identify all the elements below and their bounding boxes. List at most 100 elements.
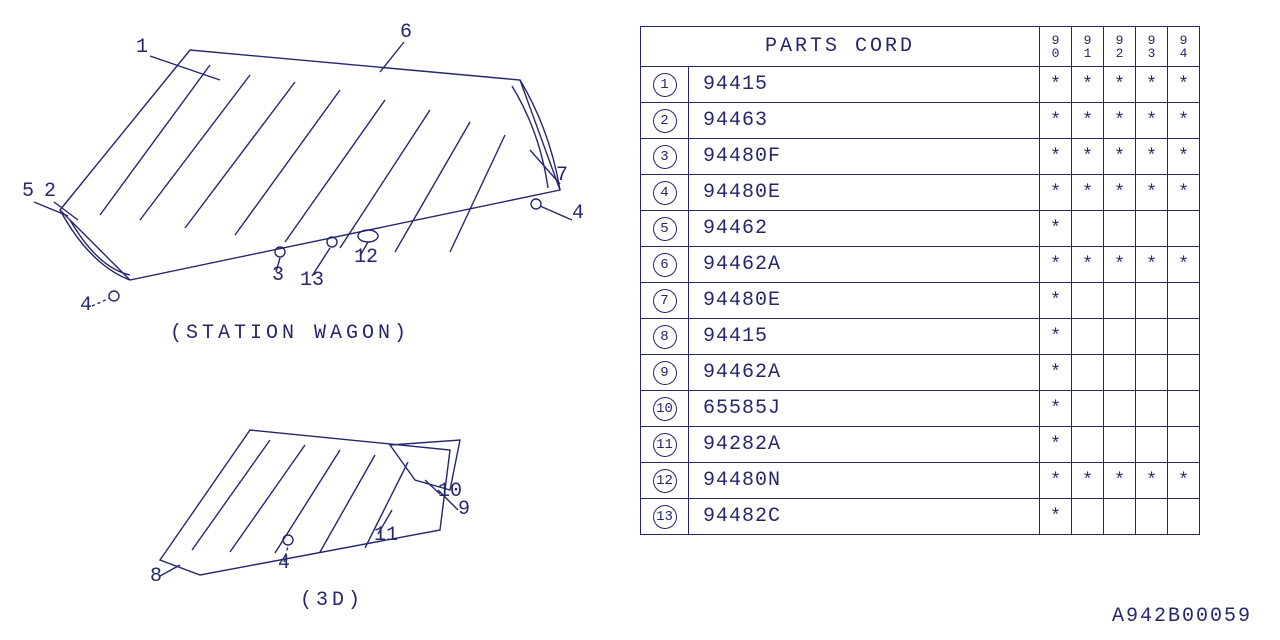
callout-12: 12 xyxy=(354,246,378,269)
row-number-cell: 1 xyxy=(641,67,689,103)
circled-number: 4 xyxy=(653,181,677,205)
year-col-2: 92 xyxy=(1104,27,1136,67)
caption-3d: (3D) xyxy=(300,589,364,610)
applicability-mark xyxy=(1168,319,1200,355)
applicability-mark: * xyxy=(1104,463,1136,499)
applicability-mark xyxy=(1168,499,1200,535)
applicability-mark: * xyxy=(1104,175,1136,211)
circled-number: 7 xyxy=(653,289,677,313)
callout-9: 9 xyxy=(458,498,470,521)
applicability-mark: * xyxy=(1040,103,1072,139)
applicability-mark: * xyxy=(1072,247,1104,283)
callout-4b: 4 xyxy=(80,294,92,317)
applicability-mark xyxy=(1072,427,1104,463)
part-code-cell: 94462A xyxy=(689,355,1040,391)
applicability-mark xyxy=(1104,391,1136,427)
part-code-cell: 94462A xyxy=(689,247,1040,283)
table-row: 394480F***** xyxy=(641,139,1200,175)
year-col-4: 94 xyxy=(1168,27,1200,67)
callout-5: 5 xyxy=(22,180,34,203)
table-row: 494480E***** xyxy=(641,175,1200,211)
table-row: 1194282A* xyxy=(641,427,1200,463)
part-code-cell: 94480E xyxy=(689,283,1040,319)
table-row: 294463***** xyxy=(641,103,1200,139)
part-code-cell: 94482C xyxy=(689,499,1040,535)
row-number-cell: 10 xyxy=(641,391,689,427)
applicability-mark xyxy=(1104,427,1136,463)
applicability-mark: * xyxy=(1072,103,1104,139)
applicability-mark: * xyxy=(1168,463,1200,499)
callout-4a: 4 xyxy=(572,202,584,225)
applicability-mark xyxy=(1072,355,1104,391)
applicability-mark xyxy=(1168,427,1200,463)
applicability-mark xyxy=(1072,391,1104,427)
table-row: 1294480N***** xyxy=(641,463,1200,499)
applicability-mark: * xyxy=(1040,283,1072,319)
applicability-mark xyxy=(1136,319,1168,355)
part-code-cell: 94415 xyxy=(689,67,1040,103)
table-row: 994462A* xyxy=(641,355,1200,391)
parts-table-header-row: PARTS CORD 90 91 92 93 94 xyxy=(641,27,1200,67)
applicability-mark xyxy=(1104,355,1136,391)
table-row: 594462* xyxy=(641,211,1200,247)
part-code-cell: 94415 xyxy=(689,319,1040,355)
applicability-mark xyxy=(1136,427,1168,463)
applicability-mark xyxy=(1136,283,1168,319)
applicability-mark: * xyxy=(1040,319,1072,355)
applicability-mark xyxy=(1104,283,1136,319)
applicability-mark: * xyxy=(1104,67,1136,103)
applicability-mark: * xyxy=(1040,427,1072,463)
row-number-cell: 3 xyxy=(641,139,689,175)
circled-number: 10 xyxy=(653,397,677,421)
table-row: 694462A***** xyxy=(641,247,1200,283)
row-number-cell: 11 xyxy=(641,427,689,463)
circled-number: 6 xyxy=(653,253,677,277)
row-number-cell: 13 xyxy=(641,499,689,535)
applicability-mark xyxy=(1136,499,1168,535)
applicability-mark: * xyxy=(1104,139,1136,175)
applicability-mark: * xyxy=(1040,247,1072,283)
applicability-mark xyxy=(1168,391,1200,427)
circled-number: 13 xyxy=(653,505,677,529)
part-code-cell: 94463 xyxy=(689,103,1040,139)
applicability-mark xyxy=(1104,499,1136,535)
applicability-mark: * xyxy=(1136,67,1168,103)
applicability-mark xyxy=(1072,283,1104,319)
callout-8: 8 xyxy=(150,565,162,588)
applicability-mark: * xyxy=(1136,139,1168,175)
row-number-cell: 6 xyxy=(641,247,689,283)
callout-3: 3 xyxy=(272,264,284,287)
page: 1 6 5 2 7 4 3 13 12 4 (STATION WAGON) 10… xyxy=(0,0,1280,640)
part-code-cell: 94480F xyxy=(689,139,1040,175)
applicability-mark: * xyxy=(1168,67,1200,103)
applicability-mark: * xyxy=(1104,103,1136,139)
applicability-mark: * xyxy=(1072,175,1104,211)
applicability-mark xyxy=(1136,355,1168,391)
callout-1: 1 xyxy=(136,36,148,59)
circled-number: 2 xyxy=(653,109,677,133)
year-col-1: 91 xyxy=(1072,27,1104,67)
applicability-mark: * xyxy=(1136,463,1168,499)
row-number-cell: 5 xyxy=(641,211,689,247)
applicability-mark: * xyxy=(1040,355,1072,391)
callout-13: 13 xyxy=(300,269,324,292)
callout-2: 2 xyxy=(44,180,56,203)
applicability-mark xyxy=(1072,499,1104,535)
row-number-cell: 2 xyxy=(641,103,689,139)
applicability-mark: * xyxy=(1040,139,1072,175)
table-row: 194415***** xyxy=(641,67,1200,103)
applicability-mark: * xyxy=(1168,175,1200,211)
part-code-cell: 94480E xyxy=(689,175,1040,211)
callout-7: 7 xyxy=(556,164,568,187)
circled-number: 1 xyxy=(653,73,677,97)
row-number-cell: 9 xyxy=(641,355,689,391)
parts-table: PARTS CORD 90 91 92 93 94 194415*****294… xyxy=(640,26,1200,535)
document-id: A942B00059 xyxy=(1112,605,1252,628)
applicability-mark: * xyxy=(1136,175,1168,211)
applicability-mark xyxy=(1136,391,1168,427)
row-number-cell: 7 xyxy=(641,283,689,319)
circled-number: 8 xyxy=(653,325,677,349)
applicability-mark xyxy=(1168,211,1200,247)
table-row: 7 94480E* xyxy=(641,283,1200,319)
applicability-mark: * xyxy=(1040,391,1072,427)
